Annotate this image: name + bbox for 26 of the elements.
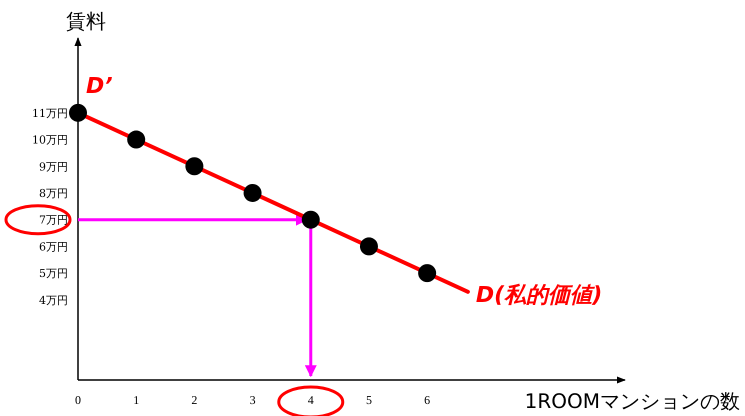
x-tick-label: 0 — [75, 393, 81, 407]
x-tick-label: 1 — [133, 393, 140, 407]
annotation: D’ — [86, 74, 113, 99]
y-tick-label: 6万円 — [39, 240, 68, 254]
y-tick-label: 7万円 — [39, 214, 68, 227]
x-tick-label: 2 — [191, 393, 198, 407]
x-axis-title: 1ROOMマンションの数 — [524, 389, 740, 413]
point — [360, 237, 378, 256]
point — [185, 157, 204, 176]
y-tick-label: 4万円 — [39, 294, 68, 307]
y-tick-label: 5万円 — [39, 267, 68, 280]
point — [69, 104, 87, 122]
y-tick-label: 8万円 — [39, 186, 68, 200]
point — [302, 210, 320, 229]
x-tick-label: 3 — [250, 393, 256, 407]
y-axis-title: 賃料 — [66, 9, 106, 33]
y-tick-label: 10万円 — [32, 134, 68, 147]
x-tick-label: 5 — [366, 393, 372, 407]
annotation: D(私的価値) — [476, 282, 602, 308]
x-tick-label: 6 — [424, 393, 430, 407]
point — [127, 130, 146, 149]
point — [418, 264, 436, 282]
y-tick-label: 11万円 — [32, 106, 68, 120]
x-tick-label: 4 — [308, 393, 314, 407]
y-tick-label: 9万円 — [39, 160, 68, 174]
point — [244, 184, 262, 202]
